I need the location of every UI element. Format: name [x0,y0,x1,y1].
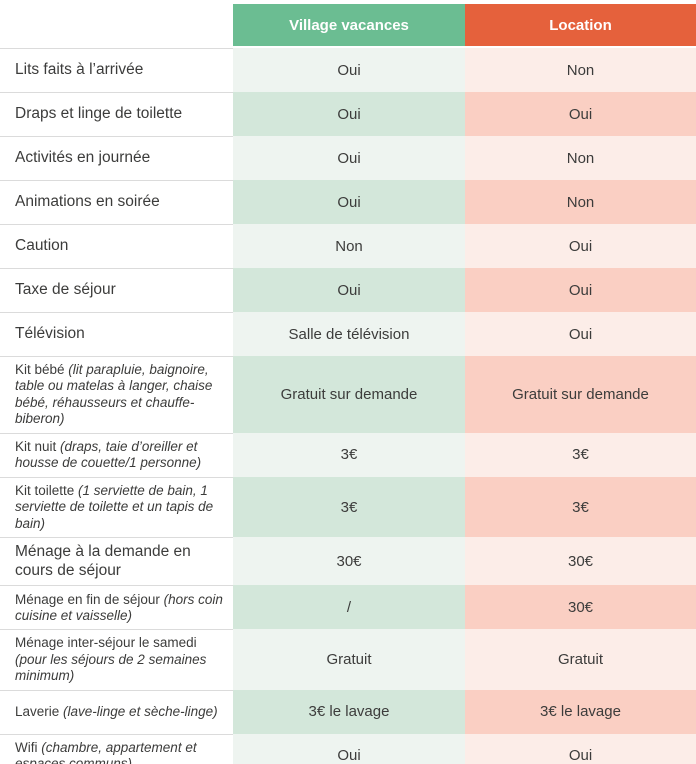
row-label-note: (lave-linge et sèche-linge) [63,704,218,720]
row-label-text: Ménage en fin de séjour [15,591,164,607]
village-vacances-cell: Oui [233,733,465,764]
row-label-note: (pour les séjours de 2 semaines minimum) [15,651,207,684]
row-label-text: Lits faits à l’arrivée [15,61,144,79]
row-label: Kit nuit (draps, taie d’oreiller et hous… [0,432,233,477]
village-vacances-cell: / [233,585,465,630]
row-label: Ménage inter-séjour le samedi (pour les … [0,629,233,690]
row-label-text: Draps et linge de toilette [15,105,183,123]
row-label-text: Caution [15,237,69,255]
village-vacances-cell: Gratuit [233,629,465,690]
location-cell: Oui [465,92,696,136]
location-cell: 30€ [465,537,696,586]
location-cell: Oui [465,224,696,268]
village-vacances-cell: Oui [233,268,465,312]
row-label: Animations en soirée [0,180,233,224]
row-label: Ménage en fin de séjour (hors coin cuisi… [0,585,233,630]
row-label: Wifi (chambre, appartement et espaces co… [0,733,233,764]
row-label: Taxe de séjour [0,268,233,312]
row-label-note: (1 serviette de bain, 1 serviette de toi… [15,482,214,531]
village-vacances-cell: Oui [233,92,465,136]
row-label: Caution [0,224,233,268]
row-label-note: (hors coin cuisine et vaisselle) [15,591,223,623]
location-cell: Non [465,48,696,92]
row-label-text: Télévision [15,325,85,343]
row-label: Draps et linge de toilette [0,92,233,136]
village-vacances-cell: Non [233,224,465,268]
village-vacances-cell: 3€ [233,432,465,477]
row-label-text: Kit nuit [15,438,61,454]
row-label-text: Ménage à la demande en cours de séjour [15,543,191,579]
location-cell: Oui [465,312,696,356]
location-cell: Non [465,136,696,180]
row-label-text: Wifi [15,739,42,755]
row-label-note: (draps, taie d’oreiller et housse de cou… [15,438,202,471]
row-label: Ménage à la demande en cours de séjour [0,537,233,586]
column-header-label: Village vacances [289,16,409,34]
row-label: Activités en journée [0,136,233,180]
row-label-text: Laverie [15,704,64,720]
location-cell: Oui [465,733,696,764]
row-label: Laverie (lave-linge et sèche-linge) [0,689,233,734]
row-label: Télévision [0,312,233,356]
location-cell: Gratuit sur demande [465,356,696,433]
column-header-label: Location [549,16,612,34]
village-vacances-cell: Oui [233,48,465,92]
village-vacances-cell: 30€ [233,537,465,586]
header-corner-spacer [0,4,233,46]
village-vacances-cell: 3€ [233,476,465,538]
row-label: Lits faits à l’arrivée [0,48,233,92]
row-label-text: Ménage inter-séjour le samedi [15,635,197,651]
row-label-note: (chambre, appartement et espaces communs… [15,739,197,764]
row-label: Kit bébé (lit parapluie, baignoire, tabl… [0,356,233,433]
row-label-text: Kit bébé [15,362,69,377]
row-label-text: Taxe de séjour [15,281,116,299]
location-cell: 30€ [465,585,696,630]
location-cell: Non [465,180,696,224]
village-vacances-cell: Oui [233,136,465,180]
village-vacances-cell: Oui [233,180,465,224]
row-label-text: Kit toilette [15,482,79,498]
location-cell: 3€ le lavage [465,689,696,734]
location-cell: 3€ [465,432,696,477]
column-header-location: Location [465,4,696,46]
location-cell: 3€ [465,476,696,538]
village-vacances-cell: Gratuit sur demande [233,356,465,433]
row-label-text: Animations en soirée [15,193,160,211]
column-header-village-vacances: Village vacances [233,4,465,46]
row-label: Kit toilette (1 serviette de bain, 1 ser… [0,476,233,538]
location-cell: Oui [465,268,696,312]
row-label-note: (lit parapluie, baignoire, table ou mate… [15,362,213,427]
village-vacances-cell: 3€ le lavage [233,689,465,734]
village-vacances-cell: Salle de télévision [233,312,465,356]
location-cell: Gratuit [465,629,696,690]
row-label-text: Activités en journée [15,149,151,167]
